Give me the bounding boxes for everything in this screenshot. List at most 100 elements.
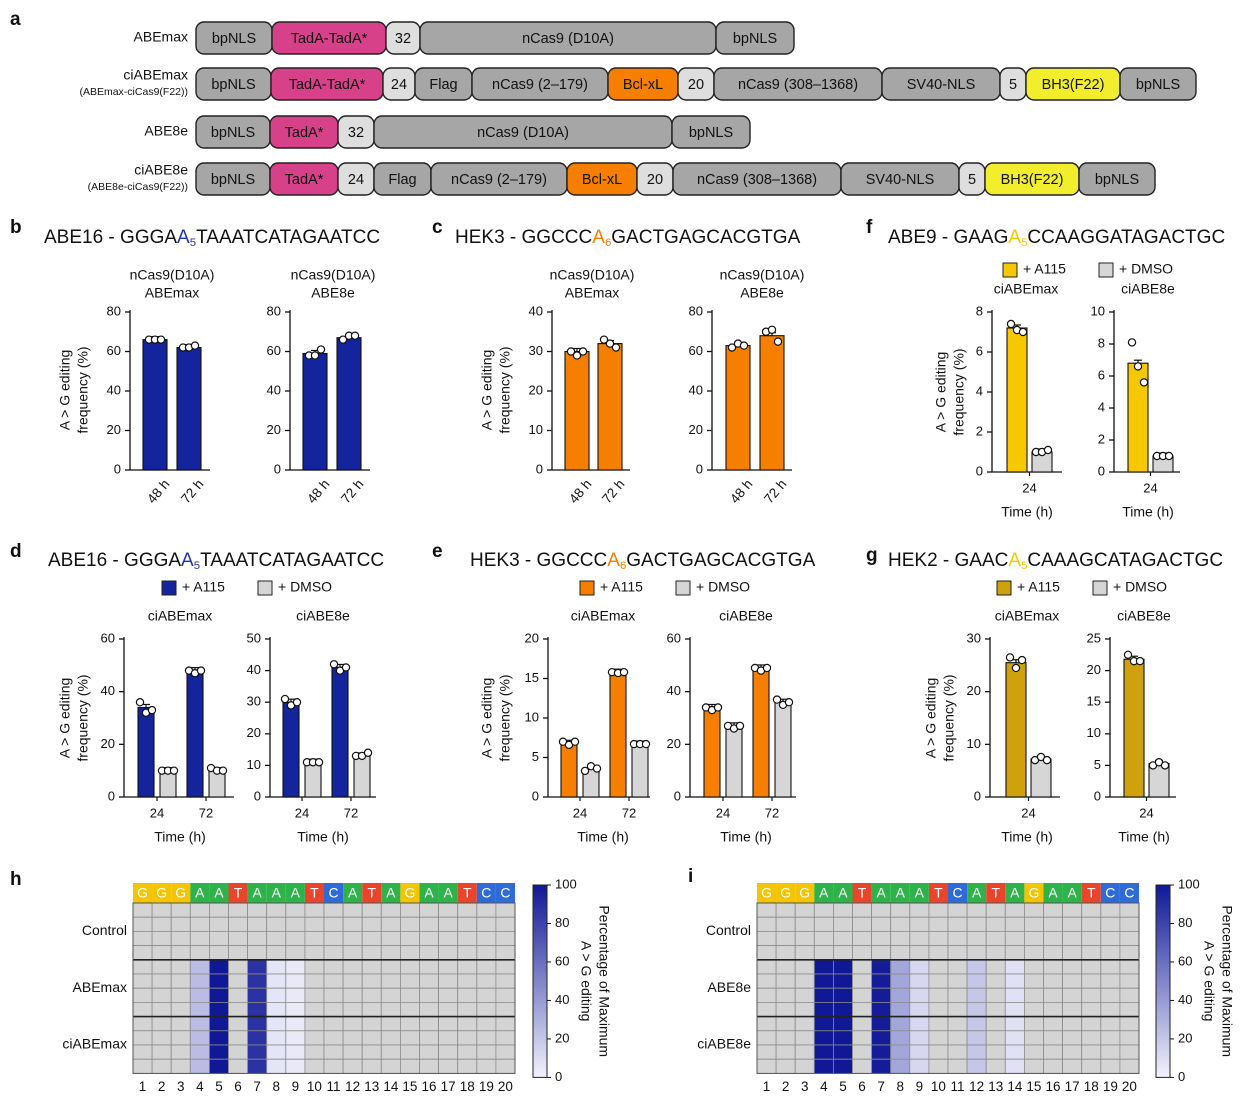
- data-point: [772, 695, 782, 704]
- x-tick-label: 24: [150, 805, 164, 820]
- heatmap-cell: [399, 1002, 420, 1018]
- heatmap-cell: [1081, 959, 1102, 975]
- y-tick-label: 40: [267, 382, 281, 397]
- heatmap-cell: [228, 931, 249, 947]
- heatmap-cell: [323, 1058, 344, 1074]
- legend-label-a115: + A115: [1023, 261, 1066, 277]
- heatmap-cell: [833, 987, 853, 1003]
- heatmap-cell: [1100, 973, 1121, 989]
- y-tick-label: 20: [101, 736, 115, 751]
- heatmap-cell: [1043, 973, 1064, 989]
- heatmap-cell: [985, 1016, 1006, 1032]
- heatmap-cell: [457, 973, 478, 989]
- heatmap-cell: [419, 987, 440, 1003]
- construct-segment-label: Flag: [388, 172, 416, 188]
- heatmap-position-label: 11: [327, 1079, 341, 1094]
- y-tick-label: 20: [525, 630, 539, 645]
- edited-base: A: [1008, 227, 1021, 248]
- heatmap-cell: [132, 1044, 153, 1060]
- heatmap-cell: [909, 1044, 930, 1060]
- heatmap-cell: [1024, 1044, 1044, 1060]
- y-axis-label-line1: A > G editing: [57, 350, 73, 431]
- construct-segment-label: bpNLS: [689, 125, 733, 141]
- heatmap-cell: [890, 1044, 911, 1060]
- sequence-prefix: HEK3 - GGCCC: [455, 227, 592, 248]
- construct-segment-label: 20: [688, 77, 704, 93]
- x-axis-label: Time (h): [154, 829, 206, 845]
- construct-segment: [1078, 162, 1156, 196]
- heatmap-cell: [399, 1016, 420, 1032]
- heatmap-cell: [1024, 959, 1044, 975]
- heatmap-cell: [151, 945, 172, 961]
- heatmap-cell: [1081, 973, 1102, 989]
- sequence-base-cell: [362, 883, 382, 903]
- y-axis-label-line1: A > G editing: [57, 678, 73, 759]
- heatmap-cell: [794, 1002, 815, 1018]
- chart-c-right: nCas9(D10A) ABE8e 0 20 40 60 80 48 h 72 h: [689, 267, 805, 507]
- sequence-base-letter: T: [991, 885, 1000, 901]
- heatmap-cell: [189, 1044, 210, 1060]
- chart-e-left: ciABEmax 0 5 10 15 20 24 72 Time (h): [525, 608, 651, 845]
- heatmap-cell: [1024, 1016, 1044, 1032]
- heatmap-cell: [361, 1016, 382, 1032]
- heatmap-cell: [438, 959, 459, 975]
- construct-segment-label: nCas9 (2–179): [492, 77, 588, 93]
- data-point: [1042, 755, 1052, 765]
- heatmap-cell: [266, 902, 287, 918]
- heatmap-cell: [794, 987, 815, 1003]
- heatmap-cell: [1119, 931, 1140, 947]
- y-tick-label: 40: [101, 683, 115, 698]
- heatmap-cell: [947, 987, 968, 1003]
- sequence-title-e: HEK3 - GGCCCA6GACTGAGCACGTGA: [470, 550, 816, 572]
- heatmap-cell: [775, 959, 796, 975]
- heatmap-cell: [928, 1016, 949, 1032]
- heatmap-cell: [361, 916, 382, 932]
- y-axis-label-line1: A > G editing: [923, 678, 939, 759]
- heatmap-cell: [1100, 987, 1121, 1003]
- data-point: [1160, 761, 1170, 770]
- chart-subtitle: ABEmax: [145, 285, 199, 301]
- x-tick-label: 24: [1139, 805, 1153, 820]
- construct-segment-label: Bcl-xL: [623, 77, 663, 93]
- heatmap-cell: [947, 945, 968, 961]
- heatmap-cell: [399, 902, 420, 918]
- heatmap-position-label: 2: [782, 1079, 790, 1094]
- heatmap-position-label: 4: [820, 1079, 828, 1094]
- heatmap-cell: [285, 1058, 306, 1074]
- heatmap-cell: [438, 1030, 459, 1046]
- sequence-base-letter: C: [481, 885, 491, 901]
- heatmap-cell: [1024, 973, 1044, 989]
- colorbar-label-line1: Percentage of Maximum: [1219, 905, 1235, 1057]
- heatmap-cell: [1024, 902, 1044, 918]
- heatmap-cell: [438, 902, 459, 918]
- data-point: [135, 698, 145, 707]
- heatmap-cell: [1043, 987, 1064, 1003]
- construct-segment-label: Bcl-xL: [582, 172, 622, 188]
- heatmap-cell: [228, 902, 249, 918]
- sequence-base-letter: G: [761, 885, 772, 901]
- heatmap-cell: [928, 987, 949, 1003]
- sequence-base-cell: [948, 883, 968, 903]
- panel-letter-e: e: [432, 541, 443, 562]
- heatmap-cell: [132, 916, 153, 932]
- x-tick-label: 24: [1022, 480, 1036, 495]
- x-axis-label: Time (h): [1122, 504, 1174, 520]
- construct-segment-label: TadA*: [285, 172, 324, 188]
- heatmap-position-label: 16: [422, 1079, 437, 1094]
- heatmap-cell: [170, 1044, 191, 1060]
- sequence-base-letter: A: [838, 885, 848, 901]
- y-axis-label-line2: frequency (%): [951, 348, 967, 435]
- data-point: [1017, 655, 1027, 665]
- heatmap-cell: [928, 959, 949, 975]
- heatmap-cell: [909, 902, 930, 918]
- y-axis-label: A > G editing frequency (%): [57, 674, 91, 761]
- heatmap-cell: [966, 1002, 987, 1018]
- sequence-base-letter: A: [1067, 885, 1077, 901]
- heatmap-cell: [247, 1002, 268, 1018]
- y-tick-label: 10: [967, 736, 981, 751]
- heatmap-position-label: 20: [498, 1079, 513, 1094]
- edited-base-position: 5: [1021, 237, 1027, 249]
- bar: [282, 701, 300, 798]
- y-tick-label: 0: [274, 461, 281, 476]
- x-axis-label: Time (h): [1118, 829, 1170, 845]
